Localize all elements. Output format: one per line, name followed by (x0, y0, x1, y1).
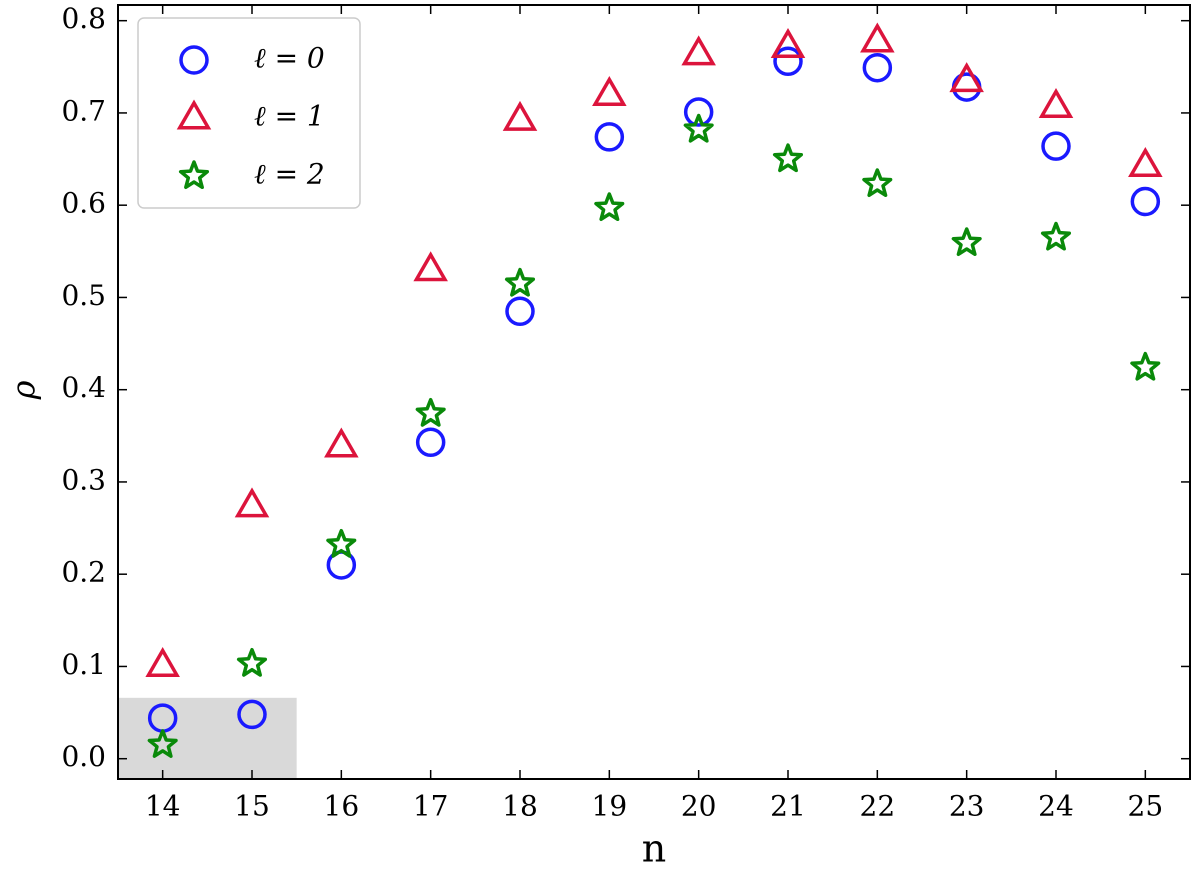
circle-marker (683, 97, 714, 127)
x-tick-label: 17 (413, 790, 449, 823)
x-tick-label: 25 (1128, 790, 1164, 823)
y-tick-label: 0.4 (61, 371, 106, 404)
triangle-marker (324, 427, 359, 458)
x-tick-label: 15 (234, 790, 270, 823)
x-axis-label: n (642, 827, 666, 871)
triangle-marker (949, 62, 984, 93)
star-marker (951, 227, 982, 257)
x-tick-label: 23 (949, 790, 985, 823)
circle-marker (773, 46, 803, 77)
triangle-marker (860, 22, 895, 53)
star-marker (236, 647, 268, 677)
legend-box (137, 17, 361, 209)
circle-marker (179, 45, 209, 75)
x-tick-label: 19 (592, 790, 628, 823)
triangle-marker (234, 487, 270, 518)
y-tick-label: 0.5 (61, 279, 106, 312)
star-marker (147, 729, 178, 758)
star-marker (772, 143, 804, 173)
y-tick-label: 0.6 (61, 187, 106, 220)
y-tick-label: 0.7 (61, 94, 106, 127)
star-marker (326, 528, 357, 558)
y-tick-label: 0.0 (61, 740, 106, 773)
circle-marker (415, 427, 446, 458)
star-marker (683, 113, 714, 143)
triangle-marker (176, 99, 212, 130)
x-tick-label: 24 (1038, 790, 1074, 823)
star-marker (1040, 221, 1072, 251)
star-marker (415, 397, 446, 427)
x-tick-label: 14 (145, 790, 181, 823)
x-tick-label: 20 (681, 790, 717, 823)
triangle-marker (502, 100, 538, 131)
triangle-marker (592, 75, 627, 106)
triangle-marker (145, 647, 180, 678)
triangle-marker (413, 251, 448, 282)
circle-marker (505, 296, 535, 327)
shaded-region (118, 697, 297, 779)
legend-label: ℓ = 2 (254, 158, 325, 191)
y-tick-label: 0.3 (61, 463, 106, 496)
circle-marker (862, 52, 893, 83)
y-tick-label: 0.1 (61, 648, 106, 681)
star-marker (1130, 351, 1161, 381)
triangle-marker (770, 28, 806, 59)
star-marker (178, 160, 210, 190)
plot-frame (117, 4, 1191, 780)
star-marker (594, 192, 625, 222)
y-tick-label: 0.8 (61, 2, 106, 35)
x-tick-label: 16 (324, 790, 360, 823)
x-tick-label: 22 (860, 790, 896, 823)
legend-label: ℓ = 0 (254, 42, 325, 75)
triangle-marker (1128, 147, 1163, 178)
legend-label: ℓ = 1 (254, 100, 325, 133)
triangle-marker (681, 35, 716, 66)
circle-marker (594, 122, 625, 152)
y-tick-label: 0.2 (61, 556, 106, 589)
circle-marker (1041, 131, 1071, 161)
x-tick-label: 18 (502, 790, 538, 823)
circle-marker (237, 699, 267, 730)
circle-marker (1130, 186, 1161, 217)
x-tick-label: 21 (770, 790, 806, 823)
y-axis-label: ρ (5, 380, 43, 400)
star-marker (862, 168, 893, 198)
triangle-marker (1038, 87, 1074, 118)
star-marker (504, 267, 536, 297)
